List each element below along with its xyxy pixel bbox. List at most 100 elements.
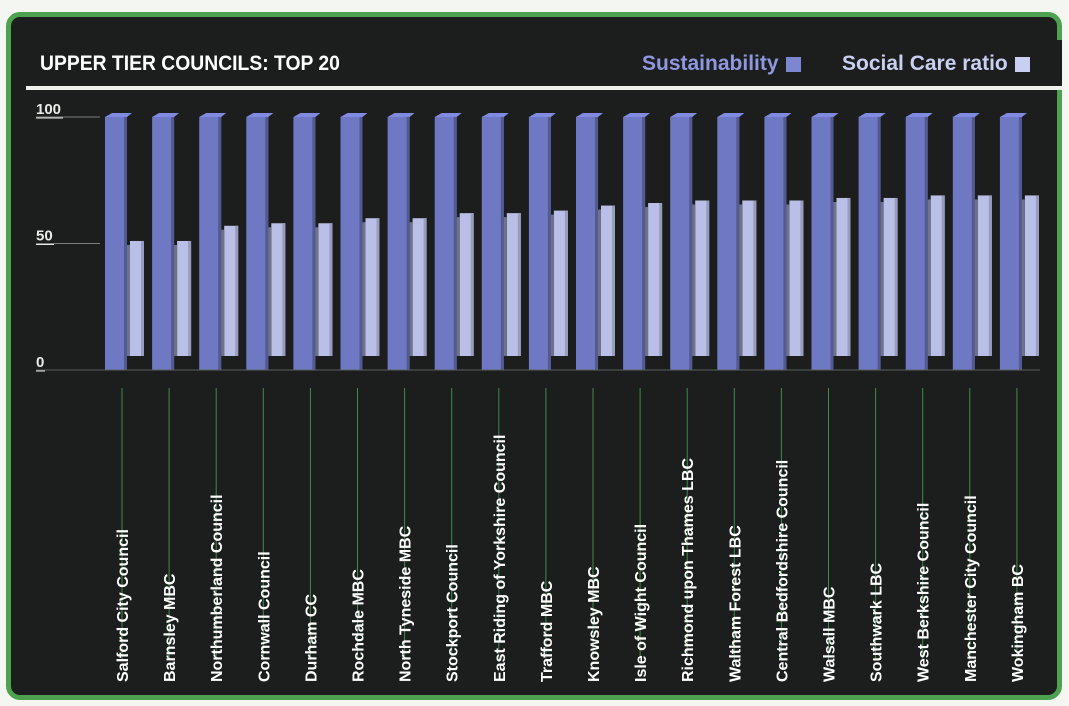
bar-sustainability (905, 117, 928, 370)
bar-social-care-ratio (1024, 195, 1039, 356)
bar-sustainability (105, 117, 127, 370)
category-label: Rochdale MBC (351, 569, 368, 682)
legend-item-sustainability: Sustainability (642, 52, 801, 76)
bar-social-care-ratio (130, 240, 144, 356)
bar-side-sustainability (406, 117, 410, 370)
category-label: Trafford MBC (539, 580, 556, 682)
bar-sustainability (670, 117, 693, 370)
bar-gap-social-care-ratio (268, 227, 272, 356)
bar-top-sustainability (105, 113, 132, 117)
bar-side-social-care-ratio (659, 203, 663, 356)
category-label: Wokingham BC (1010, 564, 1027, 682)
bar-side-sustainability (830, 117, 834, 370)
bar-social-care-ratio (930, 195, 945, 356)
bar-gap-social-care-ratio (645, 207, 649, 356)
bar-sustainability (340, 117, 363, 370)
category-label: Durham CC (303, 594, 320, 682)
bar-top-sustainability (811, 113, 839, 117)
bar-sustainability (434, 117, 457, 370)
bar-gap-social-care-ratio (927, 199, 931, 356)
bar-gap-social-care-ratio (315, 227, 319, 356)
bar-social-care-ratio (601, 205, 615, 356)
bar-side-social-care-ratio (235, 225, 239, 356)
bar-sustainability (152, 117, 175, 370)
bar-gap-social-care-ratio (221, 229, 225, 356)
bar-social-care-ratio (553, 210, 568, 356)
bar-top-sustainability (528, 113, 556, 117)
category-label: Central Bedfordshire Council (774, 460, 791, 682)
bar-side-sustainability (1018, 117, 1022, 370)
bar-side-social-care-ratio (470, 213, 474, 356)
bar-top-sustainability (764, 113, 792, 117)
bar-top-sustainability (434, 113, 462, 117)
category-label: Isle of Wight Council (633, 524, 650, 682)
bar-side-sustainability (500, 117, 504, 370)
bar-side-social-care-ratio (423, 218, 427, 356)
legend-label-sustainability: Sustainability (642, 52, 779, 75)
category-label: Manchester City Council (963, 495, 980, 682)
bar-side-sustainability (783, 117, 787, 370)
y-tick-label: 100 (36, 101, 61, 118)
bar-side-social-care-ratio (141, 240, 144, 356)
bar-social-care-ratio (177, 240, 192, 356)
y-tick-label: 0 (36, 354, 44, 371)
category-label: North Tyneside MBC (398, 525, 415, 682)
bar-social-care-ratio (742, 200, 757, 356)
bar-gap-social-care-ratio (174, 244, 178, 356)
category-label: Knowsley MBC (586, 566, 603, 682)
bar-side-social-care-ratio (988, 195, 992, 356)
bar-social-care-ratio (318, 223, 333, 356)
bar-side-sustainability (359, 117, 363, 370)
legend-swatch-social-care-ratio (1014, 56, 1030, 72)
bar-social-care-ratio (412, 218, 427, 356)
legend-swatch-sustainability (785, 56, 801, 72)
bar-gap-social-care-ratio (503, 217, 507, 356)
bar-gap-social-care-ratio (1021, 199, 1025, 356)
bar-gap-social-care-ratio (974, 199, 978, 356)
bar-side-sustainability (595, 117, 598, 370)
bar-side-social-care-ratio (706, 200, 710, 356)
legend-item-social-care-ratio: Social Care ratio (842, 52, 1030, 76)
bar-side-sustainability (736, 117, 740, 370)
bar-social-care-ratio (883, 197, 898, 356)
bar-gap-social-care-ratio (739, 204, 743, 356)
bar-gap-social-care-ratio (409, 222, 413, 356)
bar-gap-social-care-ratio (833, 201, 837, 356)
bar-sustainability (387, 117, 410, 370)
bar-side-sustainability (547, 117, 551, 370)
bar-side-sustainability (642, 117, 646, 370)
bar-sustainability (811, 117, 834, 370)
bar-side-sustainability (124, 117, 127, 370)
bar-side-sustainability (877, 117, 881, 370)
bar-top-sustainability (152, 113, 180, 117)
bar-social-care-ratio (365, 218, 380, 356)
bar-side-sustainability (218, 117, 222, 370)
bar-top-sustainability (576, 113, 603, 117)
bar-top-sustainability (858, 113, 886, 117)
bar-side-social-care-ratio (612, 205, 615, 356)
bar-gap-social-care-ratio (786, 204, 790, 356)
bar-sustainability (199, 117, 222, 370)
bar-top-sustainability (670, 113, 698, 117)
bar-gap-social-care-ratio (550, 214, 554, 356)
bar-side-social-care-ratio (564, 210, 568, 356)
bar-social-care-ratio (506, 213, 521, 356)
chart-header: UPPER TIER COUNCILS: TOP 20 Sustainabili… (26, 40, 1062, 90)
category-label: Richmond upon Thames LBC (680, 458, 697, 682)
bar-sustainability (858, 117, 881, 370)
bar-side-sustainability (689, 117, 693, 370)
category-label: West Berkshire Council (916, 503, 933, 682)
bar-sustainability (576, 117, 598, 370)
bar-social-care-ratio (836, 197, 851, 356)
bar-top-sustainability (952, 113, 980, 117)
category-label: Waltham Forest LBC (727, 525, 744, 682)
bar-social-care-ratio (224, 225, 239, 356)
category-label: Salford City Council (115, 529, 132, 682)
bar-gap-social-care-ratio (598, 209, 601, 356)
bar-side-social-care-ratio (376, 218, 380, 356)
category-label: East Riding of Yorkshire Council (492, 435, 509, 682)
bar-top-sustainability (293, 113, 321, 117)
bar-side-social-care-ratio (847, 197, 851, 356)
bar-social-care-ratio (977, 195, 992, 356)
bar-side-sustainability (312, 117, 316, 370)
